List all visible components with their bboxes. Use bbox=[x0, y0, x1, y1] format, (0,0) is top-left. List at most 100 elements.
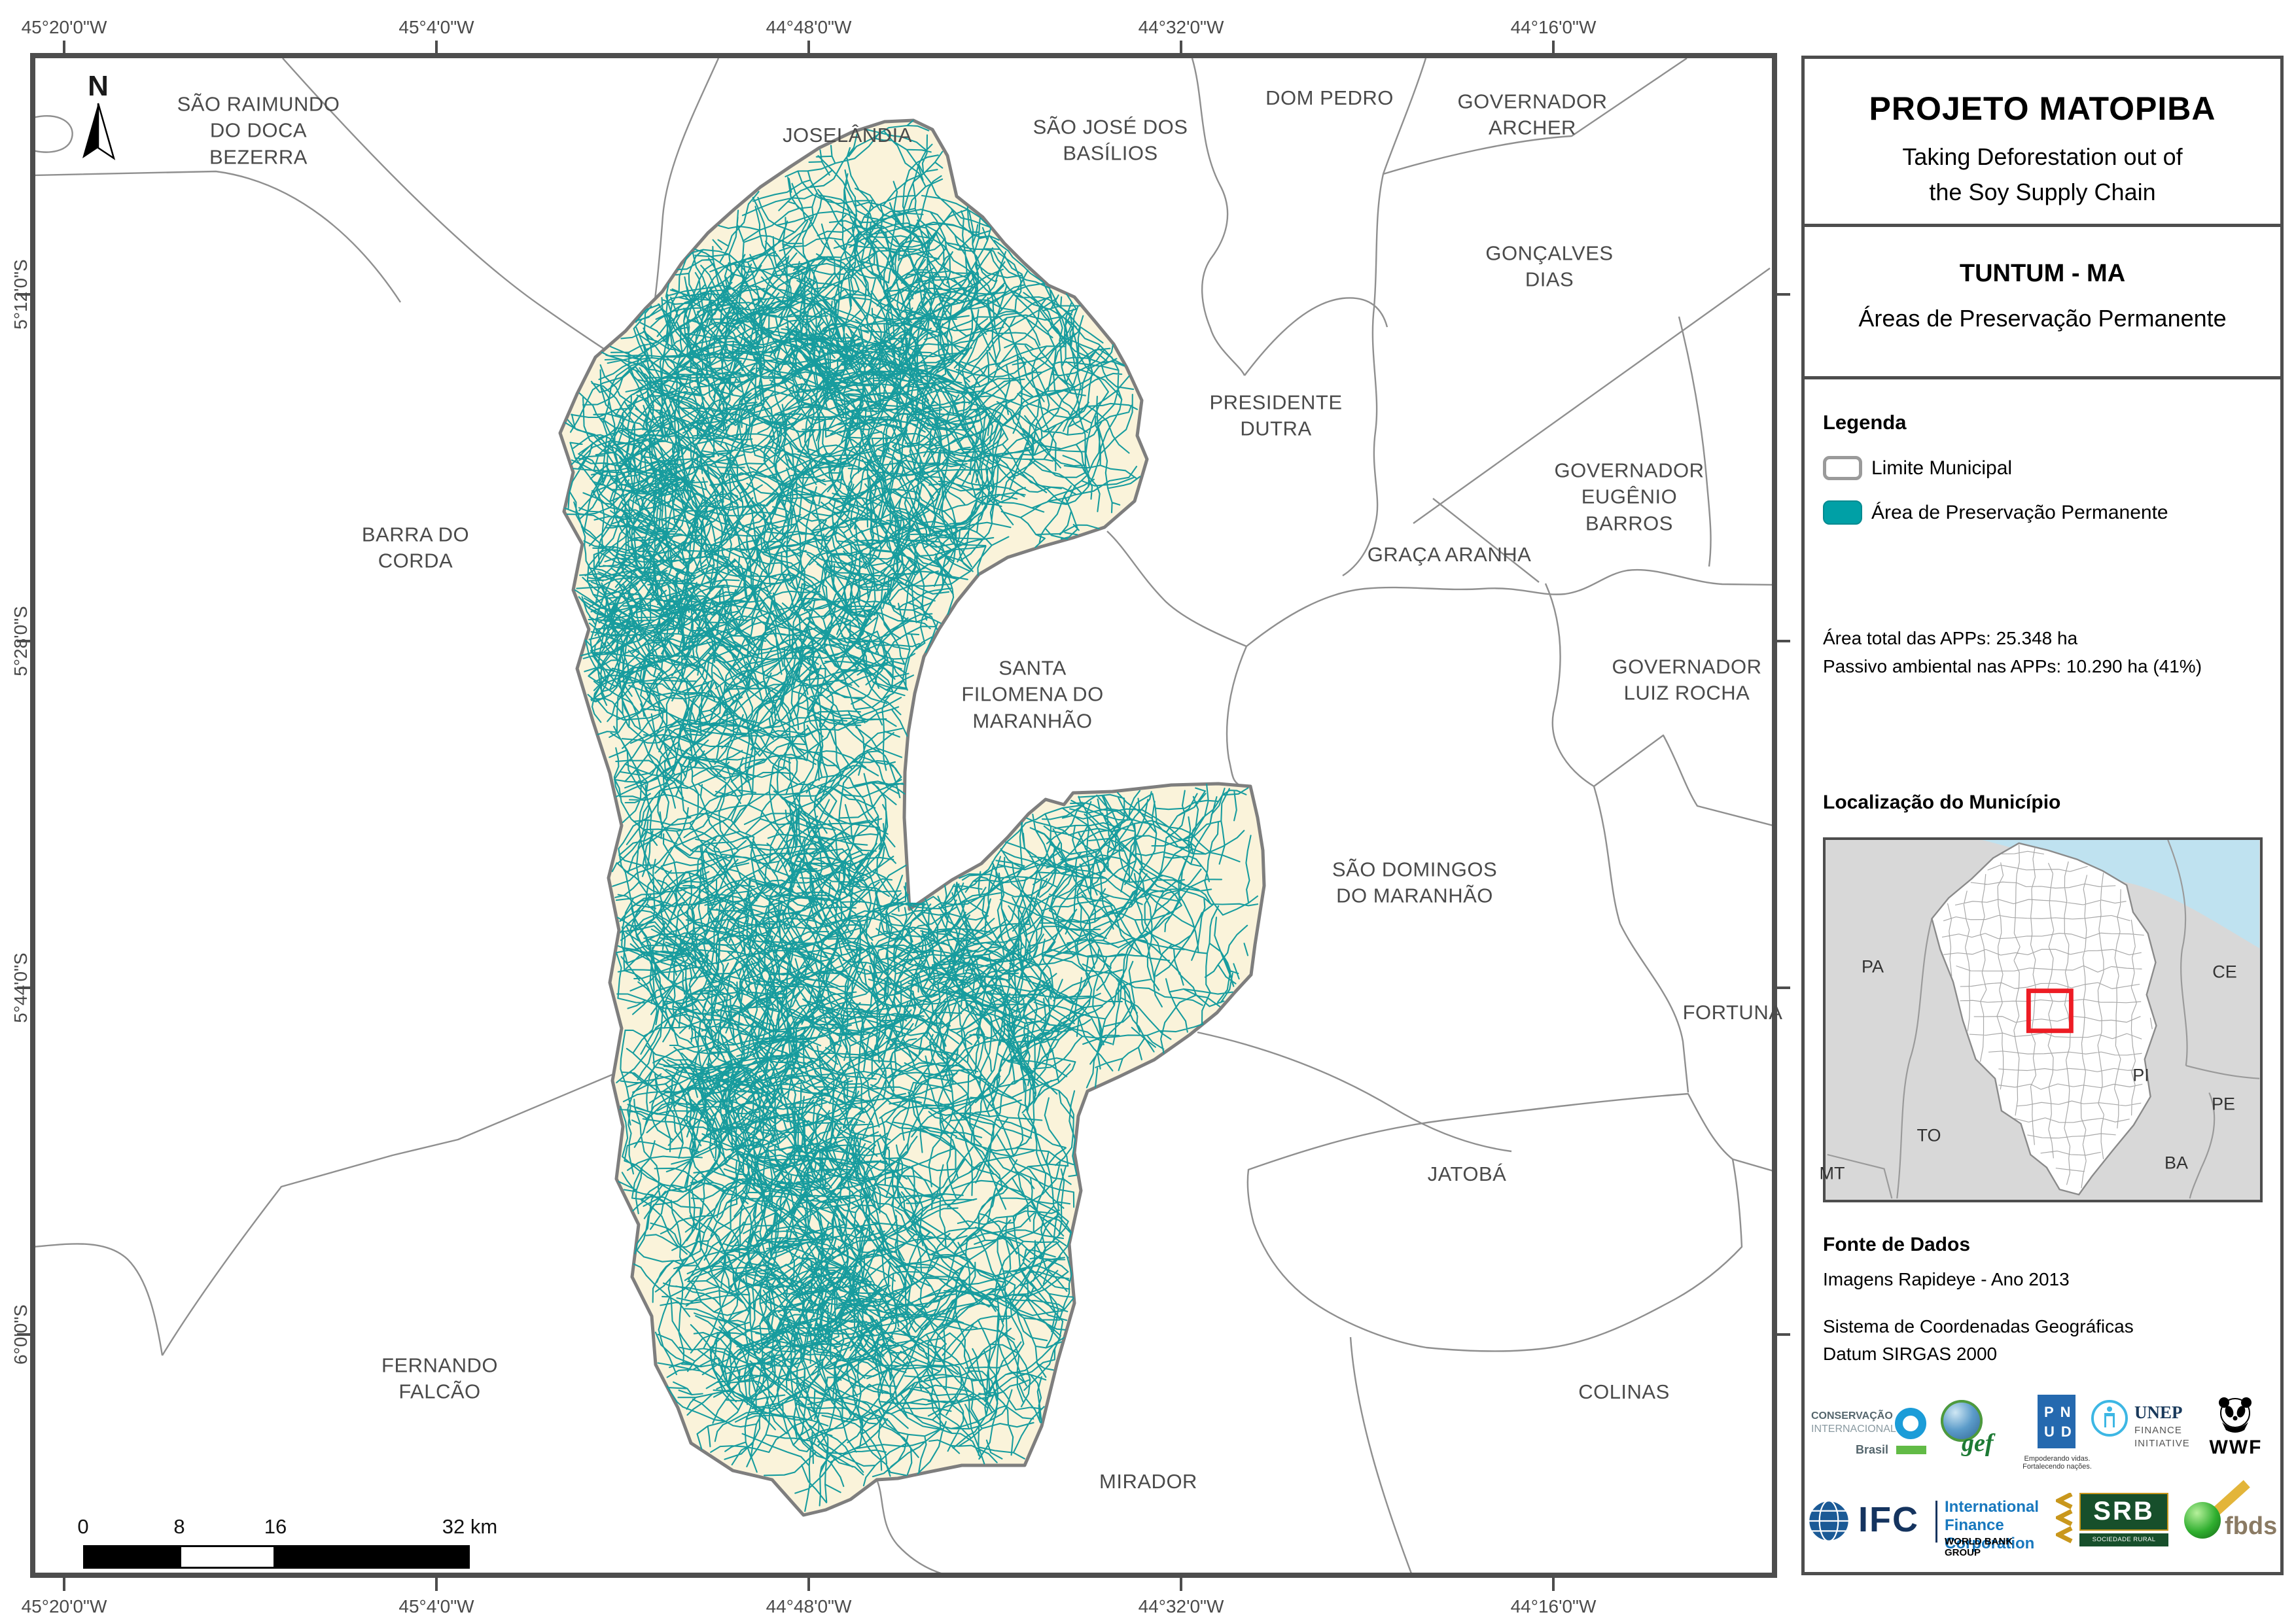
legend-heading: Legenda bbox=[1823, 411, 1907, 434]
unep-line2: INITIATIVE bbox=[2134, 1438, 2190, 1449]
inset-municipal-mesh bbox=[1941, 845, 2153, 1189]
lon-tick-label: 44°16'0"W bbox=[1510, 17, 1597, 37]
municipality-label: PRESIDENTE DUTRA bbox=[1209, 391, 1343, 440]
legend-stat-value: 10.290 ha (41%) bbox=[2066, 656, 2202, 676]
lon-tick-label: 45°4'0"W bbox=[398, 1596, 474, 1616]
legend-stat-value: 25.348 ha bbox=[1996, 628, 2078, 648]
ifc-label: IFC bbox=[1858, 1500, 1919, 1539]
legend-stat: Passivo ambiental nas APPs: 10.290 ha (4… bbox=[1823, 656, 2202, 677]
ifc-globe-icon bbox=[1808, 1500, 1850, 1542]
scale-bar-label: 16 bbox=[264, 1515, 287, 1538]
source-line: Imagens Rapideye - Ano 2013 bbox=[1823, 1269, 2070, 1289]
scale-bar-label: 8 bbox=[173, 1515, 185, 1538]
srb-label: SRB bbox=[2093, 1497, 2155, 1526]
fbds-label: fbds bbox=[2225, 1512, 2278, 1540]
inset-state-label: BA bbox=[2164, 1153, 2189, 1173]
wwf-label: WWF bbox=[2209, 1437, 2263, 1458]
source-line: Sistema de Coordenadas Geográficas bbox=[1823, 1316, 2134, 1336]
app-stream-network bbox=[564, 120, 1259, 1512]
map-frame bbox=[30, 53, 1777, 1578]
municipality-label: SÃO JOSÉ DOS BASÍLIOS bbox=[1033, 115, 1188, 165]
inset-highlight-rect bbox=[2026, 988, 2074, 1034]
north-arrow-label: N bbox=[88, 70, 109, 102]
pnud-icon: PN UD bbox=[2038, 1395, 2075, 1448]
inset-state-label: PI bbox=[2132, 1065, 2149, 1085]
legend-stat-label: Área total das APPs: bbox=[1823, 628, 1996, 648]
municipality-label: DOM PEDRO bbox=[1265, 86, 1394, 109]
srb-caption: SOCIEDADE RURAL BRASILEIRA bbox=[2079, 1533, 2168, 1556]
pnud-letters-top: PN bbox=[2044, 1404, 2077, 1420]
scale-bar-segment bbox=[83, 1545, 179, 1569]
inset-state-label: CE bbox=[2212, 962, 2237, 982]
project-subtitle-line1: Taking Deforestation out of bbox=[1902, 143, 2183, 170]
legend-swatch-municipal-limit bbox=[1823, 456, 1862, 480]
wwf-panda-icon bbox=[2219, 1397, 2252, 1433]
project-subtitle-line2: the Soy Supply Chain bbox=[1929, 179, 2156, 205]
ci-green-bar bbox=[1896, 1446, 1926, 1454]
inset-map-canvas bbox=[1826, 840, 2260, 1200]
municipality-label: BARRA DO CORDA bbox=[361, 523, 470, 572]
ci-ring-icon bbox=[1895, 1408, 1926, 1439]
gef-globe-icon bbox=[1941, 1400, 1983, 1442]
municipality-label: FERNANDO FALCÃO bbox=[381, 1353, 498, 1403]
inset-state-label: PA bbox=[1861, 956, 1884, 977]
pnud-caption: Empoderando vidas. Fortalecendo nações. bbox=[2022, 1455, 2092, 1471]
municipality-label: JOSELÂNDIA bbox=[783, 123, 912, 147]
municipality-label: COLINAS bbox=[1578, 1380, 1670, 1403]
lat-tick-label: 5°12'0"S bbox=[10, 259, 31, 330]
map-geometry bbox=[35, 58, 1772, 1573]
ci-line1: CONSERVAÇÃO bbox=[1811, 1410, 1893, 1422]
inset-ocean bbox=[1982, 840, 2260, 949]
lat-tick-label: 6°0'0"S bbox=[10, 1304, 31, 1365]
municipality-label: SÃO RAIMUNDO DO DOCA BEZERRA bbox=[177, 92, 340, 169]
title-section: PROJETO MATOPIBA Taking Deforestation ou… bbox=[1801, 56, 2284, 227]
lon-tick-label: 44°16'0"W bbox=[1510, 1596, 1597, 1616]
inset-state-label: TO bbox=[1916, 1125, 1941, 1145]
unep-line1: FINANCE bbox=[2134, 1425, 2182, 1436]
srb-chevrons-icon bbox=[2056, 1493, 2073, 1544]
scale-bar-segment bbox=[179, 1545, 275, 1569]
source-heading: Fonte de Dados bbox=[1823, 1234, 1971, 1255]
municipality-label: GOVERNADOR EUGÊNIO BARROS bbox=[1554, 459, 1704, 535]
municipality-label: FORTUNA bbox=[1682, 1000, 1783, 1024]
unep-circle-icon bbox=[2091, 1400, 2128, 1437]
legend-swatch-app bbox=[1823, 500, 1862, 525]
project-title: PROJETO MATOPIBA bbox=[1869, 90, 2216, 127]
lon-tick-label: 44°32'0"W bbox=[1138, 1596, 1224, 1616]
fbds-logo: fbds bbox=[2184, 1480, 2278, 1548]
ifc-line2: Finance Corporation bbox=[1945, 1516, 2035, 1552]
municipality-label: GOVERNADOR ARCHER bbox=[1457, 90, 1608, 139]
ifc-divider bbox=[1935, 1501, 1937, 1543]
municipality-title: TUNTUM - MA bbox=[1959, 260, 2126, 287]
gef-logo: gef bbox=[1935, 1400, 2014, 1462]
gef-label: gef bbox=[1962, 1429, 1994, 1457]
municipality-label: JATOBÁ bbox=[1427, 1162, 1507, 1185]
municipality-label: MIRADOR bbox=[1099, 1469, 1197, 1493]
lon-tick-label: 45°4'0"W bbox=[398, 17, 474, 37]
lon-tick-label: 45°20'0"W bbox=[21, 17, 107, 37]
project-subtitle: Taking Deforestation out of the Soy Supp… bbox=[1801, 139, 2284, 210]
inset-state-label: PE bbox=[2211, 1094, 2236, 1114]
municipality-label: GRAÇA ARANHA bbox=[1367, 542, 1532, 566]
lon-tick-label: 44°32'0"W bbox=[1138, 17, 1224, 37]
legend-item-label: Área de Preservação Permanente bbox=[1871, 502, 2168, 523]
unep-person-icon bbox=[2107, 1406, 2112, 1412]
scale-bar-segment bbox=[275, 1545, 470, 1569]
ci-sub: Brasil bbox=[1855, 1443, 1888, 1456]
ifc-sub: WORLD BANK GROUP bbox=[1945, 1536, 2013, 1558]
unep-person-body bbox=[2104, 1413, 2115, 1427]
north-arrow-icon bbox=[82, 103, 98, 158]
pnud-logo: PN UD Empoderando vidas. Fortalecendo naçõ… bbox=[2022, 1395, 2107, 1480]
municipality-label: SÃO DOMINGOS DO MARANHÃO bbox=[1332, 858, 1498, 907]
scale-bar-label: 0 bbox=[77, 1515, 89, 1538]
scale-bar-label: 32 km bbox=[442, 1515, 498, 1538]
inset-map bbox=[1823, 837, 2263, 1202]
info-panel bbox=[1801, 56, 2284, 1575]
ifc-line1: International bbox=[1945, 1498, 2040, 1516]
conservacao-internacional-logo: CONSERVAÇÃO INTERNACIONAL Brasil bbox=[1811, 1406, 1935, 1465]
legend-item-label: Limite Municipal bbox=[1871, 457, 2013, 479]
